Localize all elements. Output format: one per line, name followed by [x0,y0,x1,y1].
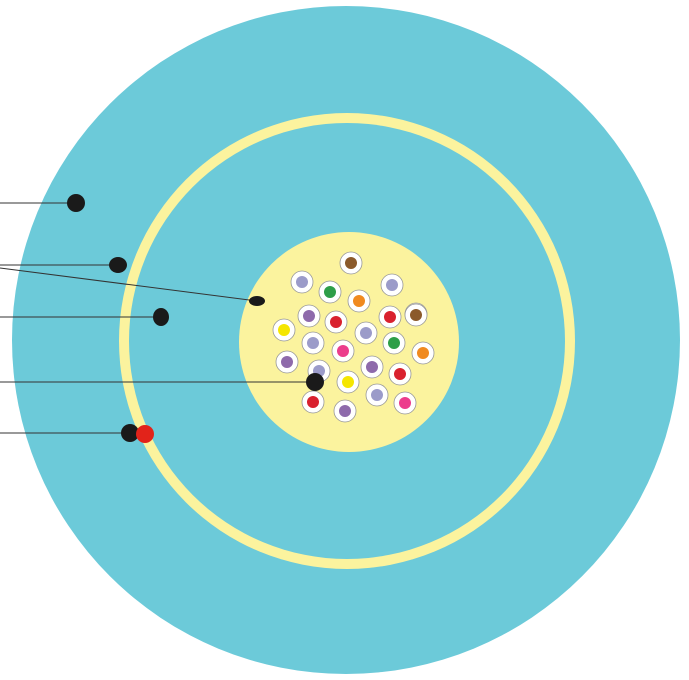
callout-core-marker [249,296,265,306]
fiber-orange [411,341,435,365]
fiber-brown [339,251,363,275]
callout-fiber-marker [306,373,324,391]
fiber-violet [360,355,384,379]
fiber-slate [354,321,378,345]
fiber-orange [347,289,371,313]
fiber-red [324,310,348,334]
fiber-violet [333,399,357,423]
fiber-green [318,280,342,304]
fiber-slate [365,383,389,407]
fiber-brown [404,303,428,327]
fiber-violet [275,350,299,374]
fiber-slate [301,331,325,355]
fiber-red [301,390,325,414]
fiber-yellow [272,318,296,342]
callout-ring-marker [109,257,127,273]
callout-markers [67,194,324,443]
callout-ripcord-marker [121,424,139,442]
callout-outer-jacket-marker [67,194,85,212]
fiber-rose [331,339,355,363]
fiber-bundle [272,251,435,423]
ripcord [136,425,154,443]
fiber-red [388,362,412,386]
fiber-slate [380,273,404,297]
fiber-red [378,305,402,329]
fiber-violet [297,304,321,328]
fiber-slate [290,270,314,294]
fiber-yellow [336,370,360,394]
leader-lines [0,202,315,434]
fiber-rose [393,391,417,415]
fiber-green [382,331,406,355]
callout-inner-area-marker [153,308,169,326]
callout-core-line [0,267,258,302]
